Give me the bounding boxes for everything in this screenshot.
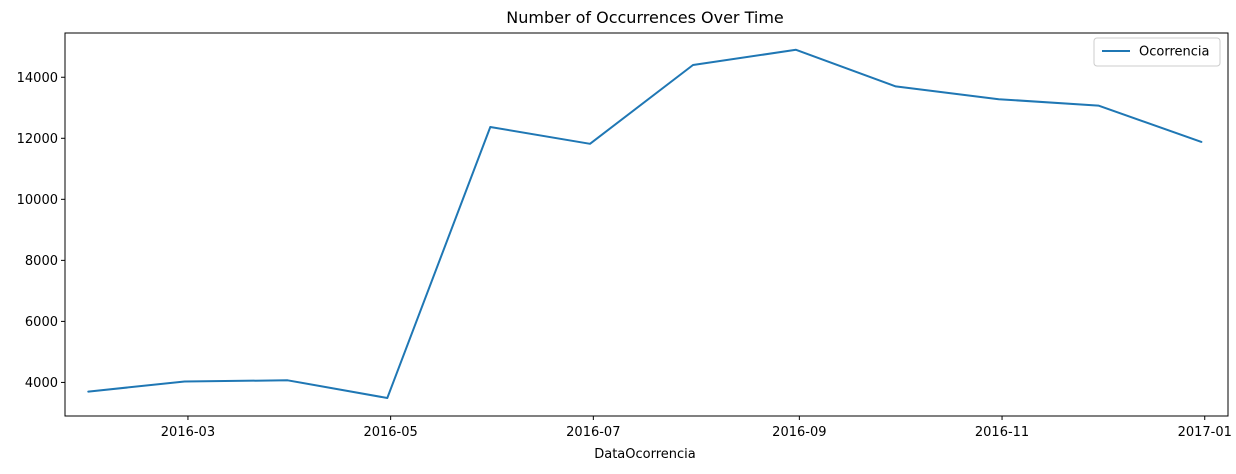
x-tick-label: 2016-07 [566, 425, 620, 440]
legend: Ocorrencia [1093, 37, 1221, 67]
legend-label-ocorrencia: Ocorrencia [1139, 45, 1209, 60]
series-line-ocorrencia [87, 48, 1203, 399]
y-axis: 4000 6000 8000 10000 12000 14000 [17, 71, 65, 391]
x-axis: 2016-03 2016-05 2016-07 2016-09 2016-11 2017-… [161, 416, 1232, 440]
y-tick-label: 10000 [17, 193, 58, 208]
x-tick-label: 2016-09 [772, 425, 826, 440]
x-tick-label: 2016-11 [975, 425, 1029, 440]
chart-title: Number of Occurrences Over Time [506, 8, 784, 27]
x-tick-label: 2016-05 [363, 425, 417, 440]
y-tick-label: 4000 [25, 376, 58, 391]
legend-box [1093, 37, 1221, 67]
x-tick-label: 2017-01 [1178, 425, 1232, 440]
x-tick-label: 2016-03 [161, 425, 215, 440]
series-layer [87, 48, 1203, 399]
y-tick-label: 6000 [25, 315, 58, 330]
y-tick-label: 12000 [17, 132, 58, 147]
y-tick-label: 8000 [25, 254, 58, 269]
x-axis-label: DataOcorrencia [594, 447, 696, 462]
plot-area-frame [64, 32, 1229, 417]
y-tick-label: 14000 [17, 71, 58, 86]
